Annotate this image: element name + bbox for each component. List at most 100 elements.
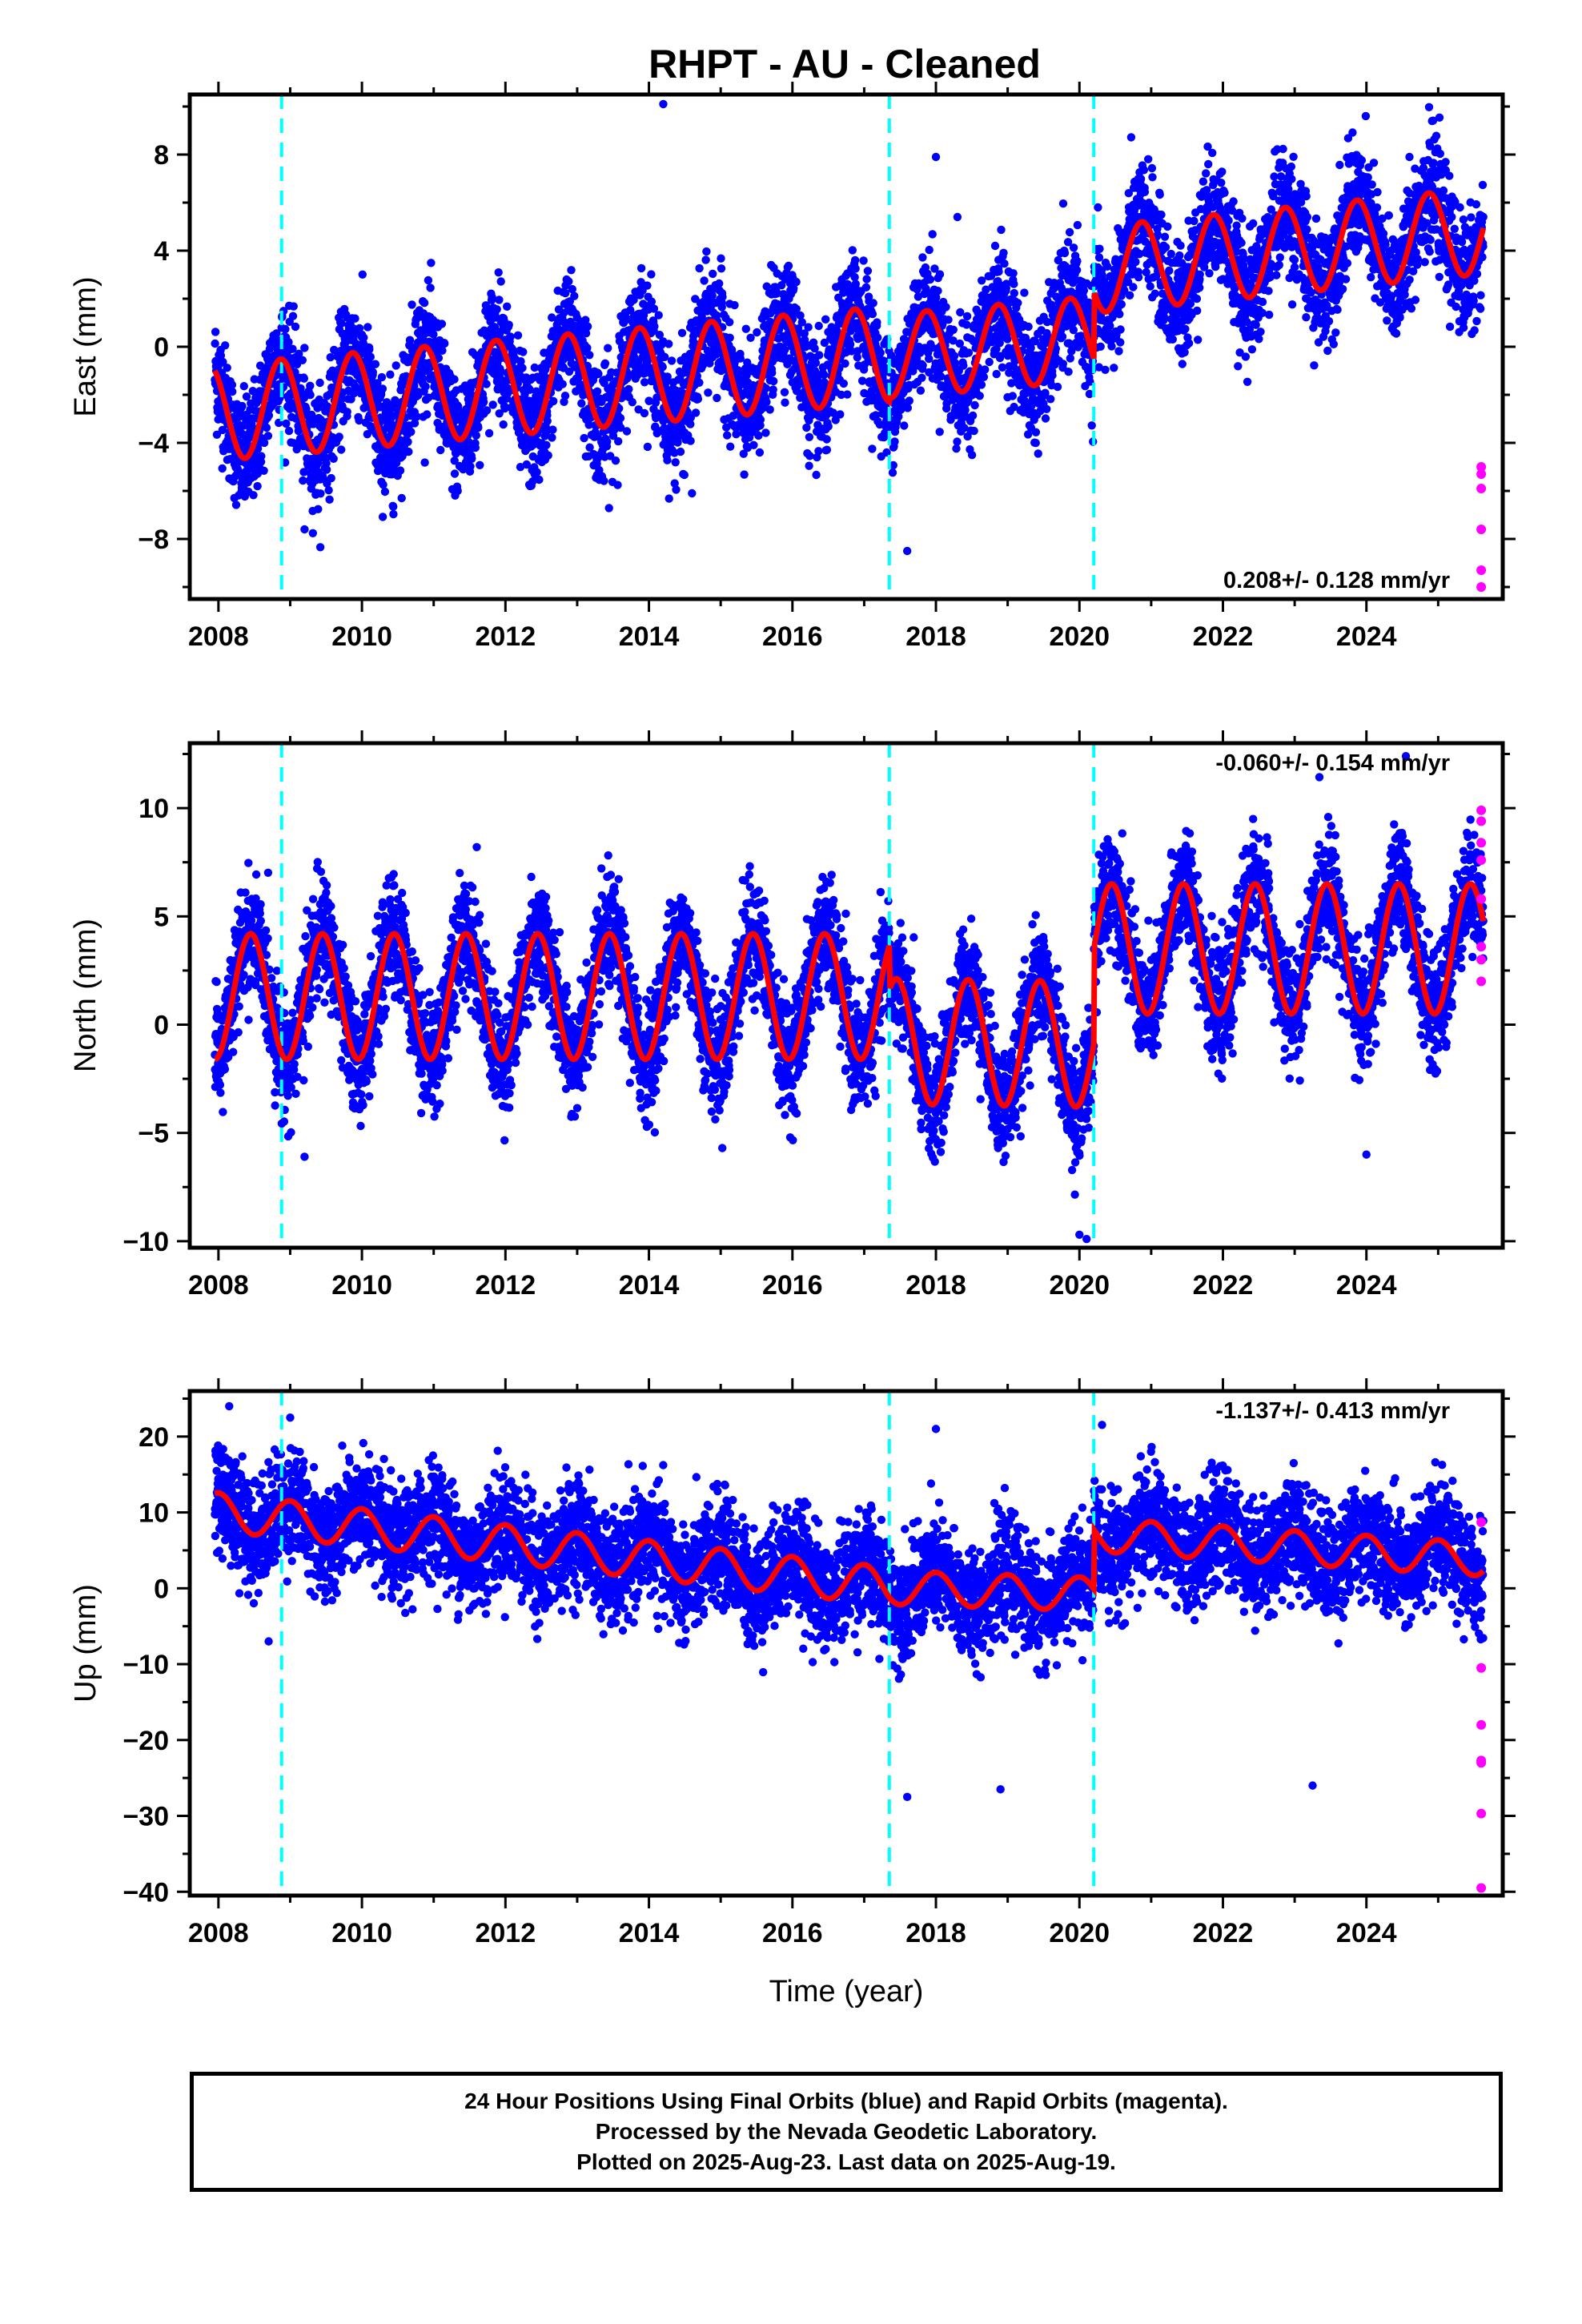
east-data-point <box>264 411 274 420</box>
east-data-point <box>704 388 713 397</box>
east-data-point <box>975 392 984 400</box>
east-data-point <box>373 379 382 388</box>
east-data-point <box>977 380 986 389</box>
east-data-point <box>482 380 491 388</box>
east-data-point <box>928 230 937 239</box>
east-data-point <box>754 431 763 440</box>
east-data-point <box>768 368 777 377</box>
east-data-point <box>239 382 248 391</box>
east-data-point <box>1008 392 1018 400</box>
east-data-point <box>1117 300 1126 309</box>
east-data-point <box>1166 249 1176 259</box>
east-data-point <box>926 275 935 284</box>
east-data-point <box>611 456 620 465</box>
east-data-point <box>594 369 603 379</box>
east-data-point <box>663 456 672 464</box>
east-data-point <box>259 466 268 475</box>
east-data-point <box>873 318 881 327</box>
east-data-point <box>389 502 398 511</box>
east-data-point <box>386 370 395 379</box>
east-data-point <box>756 415 765 424</box>
east-data-point <box>613 480 622 489</box>
east-data-point <box>822 445 832 454</box>
east-data-point <box>1146 282 1154 291</box>
east-data-point <box>725 333 734 342</box>
east-data-point <box>636 263 646 273</box>
east-data-point <box>628 398 636 407</box>
east-data-point <box>672 485 681 494</box>
east-data-point <box>503 302 512 311</box>
east-data-point <box>753 328 761 337</box>
east-data-point <box>1178 360 1187 368</box>
east-data-point <box>438 346 447 355</box>
east-data-point <box>700 276 709 285</box>
east-data-point <box>1157 210 1166 219</box>
east-data-point <box>1165 266 1174 275</box>
east-data-point <box>661 352 669 361</box>
east-data-point <box>949 325 958 334</box>
east-data-point <box>337 394 347 404</box>
east-data-point <box>1175 251 1184 260</box>
east-data-point <box>762 397 771 407</box>
east-data-point <box>577 399 586 408</box>
east-data-point <box>814 321 823 331</box>
east-data-point <box>802 423 811 432</box>
east-data-point <box>466 384 475 394</box>
east-data-point <box>1069 243 1078 252</box>
east-data-point <box>496 277 505 286</box>
east-data-point <box>985 357 994 367</box>
east-data-point <box>695 378 704 387</box>
east-data-point <box>600 359 610 368</box>
east-data-point <box>468 454 476 463</box>
east-data-point <box>412 412 421 421</box>
east-data-point <box>964 348 974 357</box>
east-data-point <box>476 460 484 469</box>
east-data-point <box>1041 414 1050 423</box>
east-data-point <box>944 316 953 324</box>
east-data-point <box>253 481 262 491</box>
east-data-point <box>713 393 721 403</box>
east-data-point <box>408 300 416 309</box>
east-data-point <box>466 462 475 471</box>
east-data-point <box>371 360 380 368</box>
east-data-point <box>378 513 387 521</box>
east-data-point <box>1180 348 1189 357</box>
east-data-point <box>223 364 231 372</box>
east-data-point <box>359 333 368 342</box>
east-data-point <box>355 324 364 333</box>
east-data-point <box>1155 190 1164 199</box>
east-data-point <box>363 323 372 332</box>
east-data-point <box>1065 227 1074 237</box>
east-data-point <box>1190 216 1199 226</box>
east-data-point <box>437 320 447 328</box>
east-data-point <box>380 487 390 497</box>
east-final-orbit-points <box>211 99 1488 556</box>
east-data-point <box>494 268 503 277</box>
east-data-point <box>1144 155 1153 163</box>
east-data-point <box>329 454 338 463</box>
east-data-point <box>453 486 462 496</box>
east-data-point <box>471 443 480 452</box>
east-data-point <box>366 352 375 361</box>
east-data-point <box>314 505 323 513</box>
east-data-point <box>585 351 594 360</box>
east-data-point <box>535 475 544 485</box>
east-data-point <box>691 408 701 417</box>
east-data-point <box>1053 382 1062 392</box>
east-data-point <box>600 476 608 485</box>
east-data-point <box>284 426 294 436</box>
east-data-point <box>821 315 830 324</box>
east-data-point <box>506 332 515 341</box>
east-data-point <box>421 382 430 391</box>
east-data-point <box>1107 342 1116 351</box>
east-data-point <box>848 246 857 255</box>
east-data-point <box>811 358 821 368</box>
east-data-point <box>231 501 241 509</box>
east-data-point <box>488 400 497 409</box>
east-data-point <box>1163 222 1172 231</box>
east-data-point <box>211 328 220 336</box>
east-data-point <box>935 270 945 279</box>
east-data-point <box>701 255 710 264</box>
east-data-point <box>436 445 445 455</box>
east-data-point <box>900 421 909 430</box>
